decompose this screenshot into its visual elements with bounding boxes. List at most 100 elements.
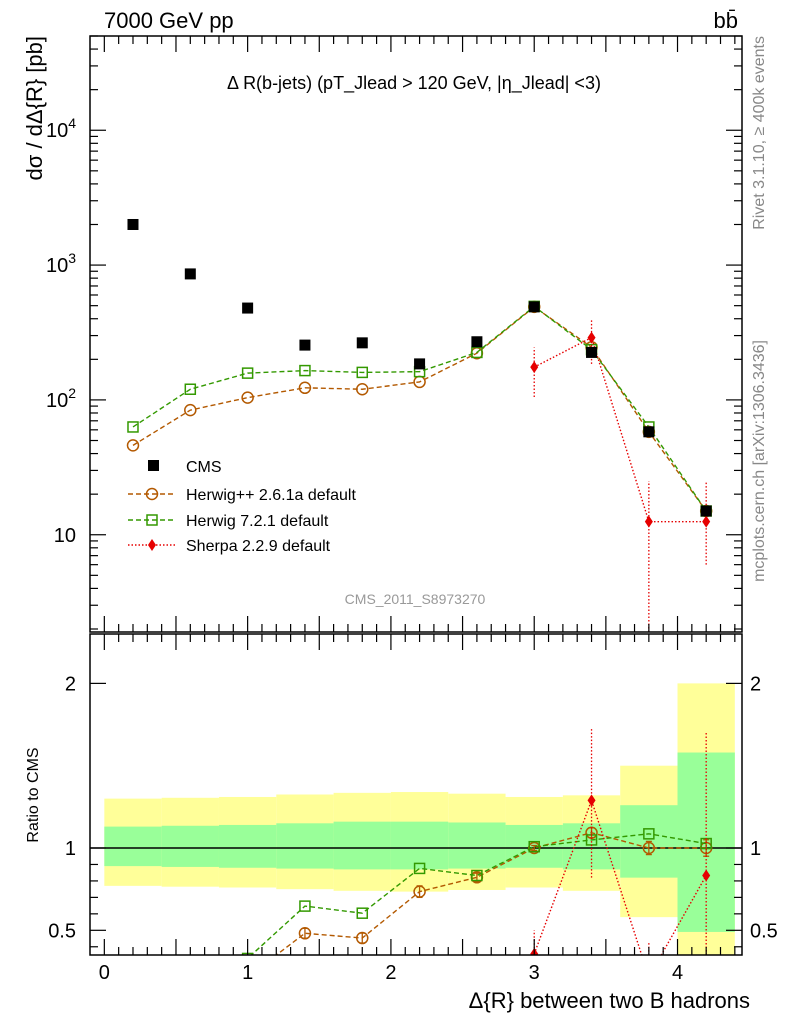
ratio-point-herwig-2-6-1a-default	[185, 991, 196, 1002]
ratio-point-herwig-7-2-1-default	[356, 907, 369, 919]
ratio-frame: 0.5 0.5 1 1 2 2 0 1 2 3 4	[48, 633, 778, 984]
ratio-point-herwig-7-2-1-default	[185, 985, 195, 995]
ratio-point-herwig-2-6-1a-default	[127, 1003, 138, 1014]
ratio-series-line-sherpa-2-2-9-default	[533, 798, 707, 955]
main-series-line-sherpa-2-2-9-default	[533, 336, 707, 523]
ratio-point-herwig-7-2-1-default	[413, 862, 426, 875]
main-ytick-label: 103	[46, 250, 76, 277]
main-series-line-herwig-7-2-1-default	[132, 305, 707, 512]
main-point-herwig-7-2-1-default	[127, 421, 139, 433]
legend-label-herwig7: Herwig 7.2.1 default	[186, 513, 329, 530]
main-point-herwig-7-2-1-default	[299, 364, 311, 377]
main-plot-area	[126, 218, 713, 632]
ratio-point-herwig-2-6-1a-default	[413, 885, 426, 898]
main-point-herwig-2-6-1a-default	[241, 391, 254, 404]
main-point-herwig-7-2-1-default	[356, 366, 369, 379]
main-point-sherpa-2-2-9-default	[587, 331, 596, 344]
ratio-ytick-label-left: 0.5	[48, 920, 76, 942]
ratio-point-herwig-2-6-1a-default	[356, 931, 369, 945]
legend-label-sherpa: Sherpa 2.2.9 default	[186, 538, 331, 555]
main-point-cms	[414, 358, 426, 370]
ratio-ytick-label-right: 1	[750, 838, 761, 860]
main-frame-border	[89, 35, 743, 633]
main-point-herwig-7-2-1-default	[241, 367, 254, 379]
legend-entry-herwigpp: Herwig++ 2.6.1a default	[128, 487, 356, 504]
ratio-plot-area	[90, 727, 742, 1014]
ratio-point-herwig-7-2-1-default	[128, 1002, 138, 1012]
main-point-sherpa-2-2-9-default	[644, 515, 653, 528]
ratio-band-inner	[218, 824, 277, 868]
ratio-band-inner	[333, 821, 391, 870]
main-point-herwig-2-6-1a-default	[126, 439, 140, 452]
ratio-xtick-label: 2	[385, 962, 396, 984]
ratio-ytick-label-right: 0.5	[750, 920, 778, 942]
main-point-cms	[700, 505, 712, 517]
main-frame: 10 102 103 104	[46, 35, 743, 633]
ratio-band-inner	[448, 822, 506, 869]
main-point-cms	[586, 346, 598, 358]
ratio-band-inner	[276, 823, 334, 869]
ratio-point-herwig-7-2-1-default	[643, 828, 655, 840]
side-label-rivet: Rivet 3.1.10, ≥ 400k events	[751, 36, 768, 230]
header-right: bb̄	[714, 8, 738, 33]
main-point-cms	[299, 339, 311, 351]
ratio-series-line-herwig-7-2-1-default	[250, 833, 707, 955]
main-point-cms	[127, 218, 139, 230]
header-left: 7000 GeV pp	[104, 8, 234, 33]
main-point-herwig-2-6-1a-default	[298, 381, 312, 395]
chart-title: Δ R(b-jets) (pT_Jlead > 120 GeV, |η_Jlea…	[227, 73, 601, 94]
ratio-xlabel: Δ{R} between two B hadrons	[469, 988, 750, 1013]
ratio-ytick-label-left: 2	[65, 673, 76, 695]
ratio-band-inner	[390, 821, 449, 870]
ratio-xtick-label: 4	[672, 962, 683, 984]
ratio-point-herwig-2-6-1a-default	[642, 841, 656, 855]
main-point-cms	[356, 337, 368, 349]
main-series-line-herwig-2-6-1a-default	[132, 305, 707, 512]
legend: CMS Herwig++ 2.6.1a default Herwig 7.2.1…	[128, 459, 356, 555]
main-ytick-label: 10	[54, 525, 76, 547]
main-point-herwig-7-2-1-default	[184, 383, 197, 395]
ratio-uncertainty-bands	[104, 683, 735, 955]
legend-marker-sherpa	[148, 539, 156, 551]
ratio-point-herwig-7-2-1-default	[299, 900, 311, 912]
main-ylabel: dσ / dΔ{R} [pb]	[22, 36, 47, 180]
ratio-ytick-label-left: 1	[65, 838, 76, 860]
legend-entry-cms: CMS	[148, 459, 222, 476]
ratio-frame-border	[89, 633, 743, 956]
main-point-cms	[184, 268, 196, 280]
ratio-xtick-label: 1	[242, 962, 253, 984]
main-point-sherpa-2-2-9-default	[702, 515, 711, 528]
ratio-point-sherpa-2-2-9-default	[587, 794, 596, 807]
main-point-herwig-7-2-1-default	[471, 346, 483, 359]
ratio-band-inner	[104, 826, 162, 867]
legend-entry-herwig7: Herwig 7.2.1 default	[128, 513, 329, 530]
ratio-point-herwig-7-2-1-default	[528, 840, 540, 853]
main-point-cms	[528, 301, 540, 313]
ratio-point-sherpa-2-2-9-default	[702, 869, 711, 882]
ratio-point-herwig-2-6-1a-default	[298, 927, 312, 940]
main-point-sherpa-2-2-9-default	[530, 361, 539, 374]
main-point-cms	[643, 426, 655, 438]
ratio-band-inner	[161, 825, 219, 867]
ratio-point-sherpa-2-2-9-default	[645, 971, 653, 983]
legend-label-cms: CMS	[186, 459, 222, 476]
ratio-ylabel: Ratio to CMS	[25, 747, 42, 842]
ratio-xtick-label: 0	[99, 962, 110, 984]
side-label-mcplots: mcplots.cern.ch [arXiv:1306.3436]	[751, 340, 768, 582]
legend-marker-herwig7	[146, 514, 158, 526]
main-point-herwig-2-6-1a-default	[184, 403, 197, 417]
legend-entry-sherpa: Sherpa 2.2.9 default	[128, 538, 331, 555]
legend-label-herwigpp: Herwig++ 2.6.1a default	[186, 487, 356, 504]
main-ytick-label: 104	[46, 115, 76, 142]
main-point-herwig-2-6-1a-default	[356, 382, 369, 396]
ratio-xtick-label: 3	[529, 962, 540, 984]
main-point-cms	[471, 336, 483, 348]
legend-marker-cms	[148, 460, 159, 471]
ratio-ytick-label-right: 2	[750, 673, 761, 695]
watermark: CMS_2011_S8973270	[345, 591, 486, 607]
main-point-cms	[242, 302, 254, 314]
ratio-point-herwig-7-2-1-default	[471, 869, 483, 882]
legend-marker-herwigpp	[145, 487, 159, 501]
main-ytick-label: 102	[46, 385, 76, 412]
